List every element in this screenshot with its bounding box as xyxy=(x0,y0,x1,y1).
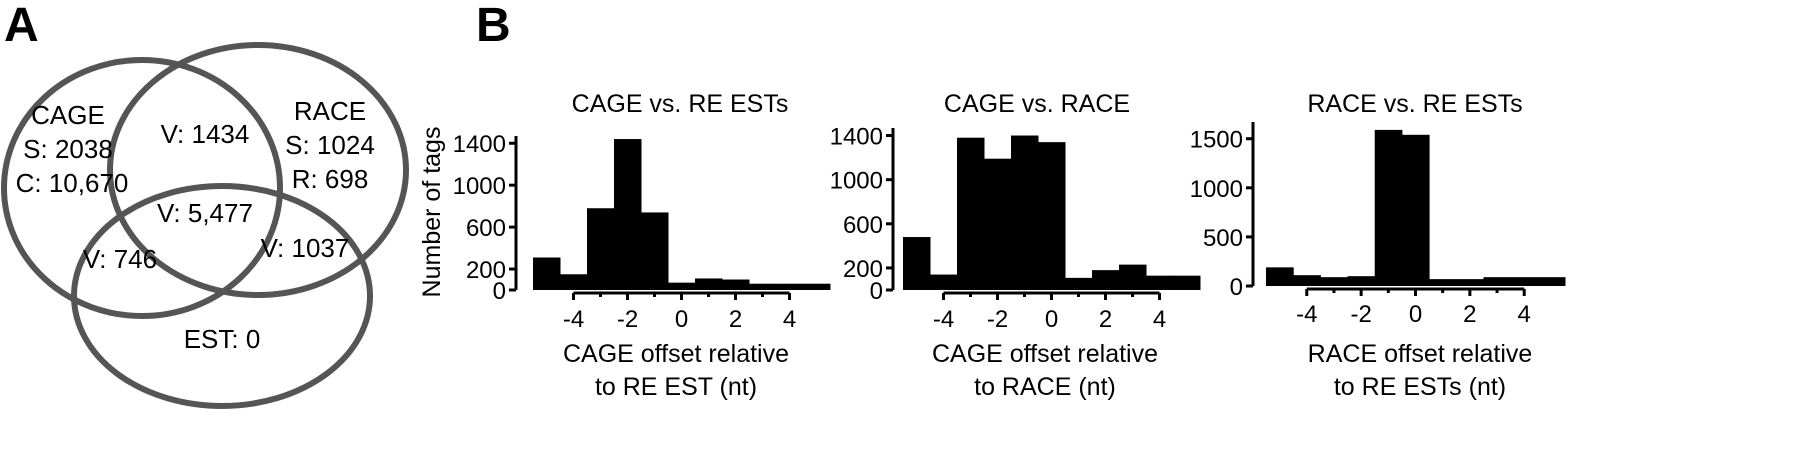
cage-circle xyxy=(1,57,283,319)
race-s-count: S: 1024 xyxy=(285,130,375,160)
bar xyxy=(776,283,804,290)
y-tick-label: 1400 xyxy=(453,131,506,158)
bar xyxy=(1510,277,1539,286)
chart-title: CAGE vs. RACE xyxy=(944,90,1130,118)
bar xyxy=(695,278,723,290)
bar xyxy=(668,282,696,290)
race-circle xyxy=(107,42,409,298)
x-tick-label: 2 xyxy=(729,306,742,333)
cage-est-overlap: V: 746 xyxy=(83,244,157,274)
y-tick-label: 1400 xyxy=(830,124,883,151)
bar xyxy=(1537,277,1566,286)
cage-race-overlap: V: 1434 xyxy=(161,119,250,149)
bar xyxy=(587,208,615,290)
bar xyxy=(903,237,931,290)
bar xyxy=(1266,267,1294,286)
chart-title: CAGE vs. RE ESTs xyxy=(572,90,789,118)
x-axis-label: to RE ESTs (nt) xyxy=(1334,373,1506,401)
x-tick-label: -4 xyxy=(563,306,584,333)
bar xyxy=(1173,275,1201,290)
x-tick-label: -2 xyxy=(987,306,1008,333)
y-axis-label: Number of tags xyxy=(418,127,446,298)
y-tick-label: 0 xyxy=(1230,274,1243,301)
est-label: EST: 0 xyxy=(184,324,261,354)
y-tick-label: 500 xyxy=(1203,225,1243,252)
x-tick-label: -4 xyxy=(1296,301,1317,328)
y-tick-label: 200 xyxy=(466,257,506,284)
x-tick-label: 2 xyxy=(1099,306,1112,333)
bar xyxy=(1119,264,1147,290)
x-tick-label: 0 xyxy=(1045,306,1058,333)
bar xyxy=(1293,275,1321,286)
bar xyxy=(1065,277,1093,290)
bar xyxy=(641,212,669,290)
x-tick-label: 0 xyxy=(675,306,688,333)
bar xyxy=(749,283,777,290)
chart-race-vs-re-ests: RACE vs. RE ESTs 0 500 1000 1500 -4 -2 0 2 4 RACE … xyxy=(1190,90,1566,401)
race-r-count: R: 698 xyxy=(292,164,369,194)
bar xyxy=(722,279,750,290)
x-axis-label: to RE EST (nt) xyxy=(595,373,757,401)
race-label: RACE xyxy=(294,96,366,126)
y-tick-label: 1000 xyxy=(453,173,506,200)
race-est-overlap: V: 1037 xyxy=(261,233,350,263)
y-tick-label: 0 xyxy=(870,278,883,305)
bar xyxy=(560,274,588,290)
bar xyxy=(1374,129,1403,286)
x-axis-label: CAGE offset relative xyxy=(563,340,789,368)
x-tick-label: 4 xyxy=(783,306,796,333)
bar xyxy=(930,274,958,290)
est-circle xyxy=(71,183,373,409)
x-tick-label: 4 xyxy=(1518,301,1531,328)
y-tick-label: 1000 xyxy=(830,168,883,195)
x-tick-label: 2 xyxy=(1463,301,1476,328)
cage-s-count: S: 2038 xyxy=(23,134,113,164)
x-tick-label: 0 xyxy=(1409,301,1422,328)
y-tick-label: 600 xyxy=(843,212,883,239)
panel-b-letter: B xyxy=(476,0,511,52)
x-tick-label: -2 xyxy=(1350,301,1371,328)
bar xyxy=(614,139,642,290)
bar xyxy=(803,283,831,290)
x-axis-label: to RACE (nt) xyxy=(974,373,1116,401)
bar xyxy=(1092,270,1120,290)
bar xyxy=(1401,134,1430,286)
bar xyxy=(984,158,1012,290)
cage-c-count: C: 10,670 xyxy=(16,168,129,198)
bar xyxy=(1429,279,1457,286)
bar xyxy=(533,257,561,290)
bar xyxy=(1456,279,1484,286)
y-tick-label: 1500 xyxy=(1190,127,1243,154)
y-tick-label: 0 xyxy=(493,278,506,305)
x-axis-label: CAGE offset relative xyxy=(932,340,1158,368)
y-tick-label: 1000 xyxy=(1190,176,1243,203)
chart-title: RACE vs. RE ESTs xyxy=(1307,90,1522,118)
bar xyxy=(957,137,985,290)
x-tick-label: 4 xyxy=(1153,306,1166,333)
x-axis-label: RACE offset relative xyxy=(1308,340,1533,368)
bar xyxy=(1038,142,1066,290)
bar xyxy=(1320,277,1349,286)
x-tick-label: -2 xyxy=(617,306,638,333)
panel-a-letter: A xyxy=(4,0,39,52)
x-tick-label: -4 xyxy=(933,306,954,333)
cage-label: CAGE xyxy=(31,100,105,130)
bar xyxy=(1011,135,1039,290)
y-tick-label: 200 xyxy=(843,256,883,283)
bar xyxy=(1483,277,1512,286)
bar xyxy=(1146,275,1174,290)
all-three-overlap: V: 5,477 xyxy=(157,198,253,228)
y-tick-label: 600 xyxy=(466,215,506,242)
bar xyxy=(1347,276,1376,286)
venn-diagram: CAGE S: 2038 C: 10,670 RACE S: 1024 R: 6… xyxy=(1,42,409,409)
